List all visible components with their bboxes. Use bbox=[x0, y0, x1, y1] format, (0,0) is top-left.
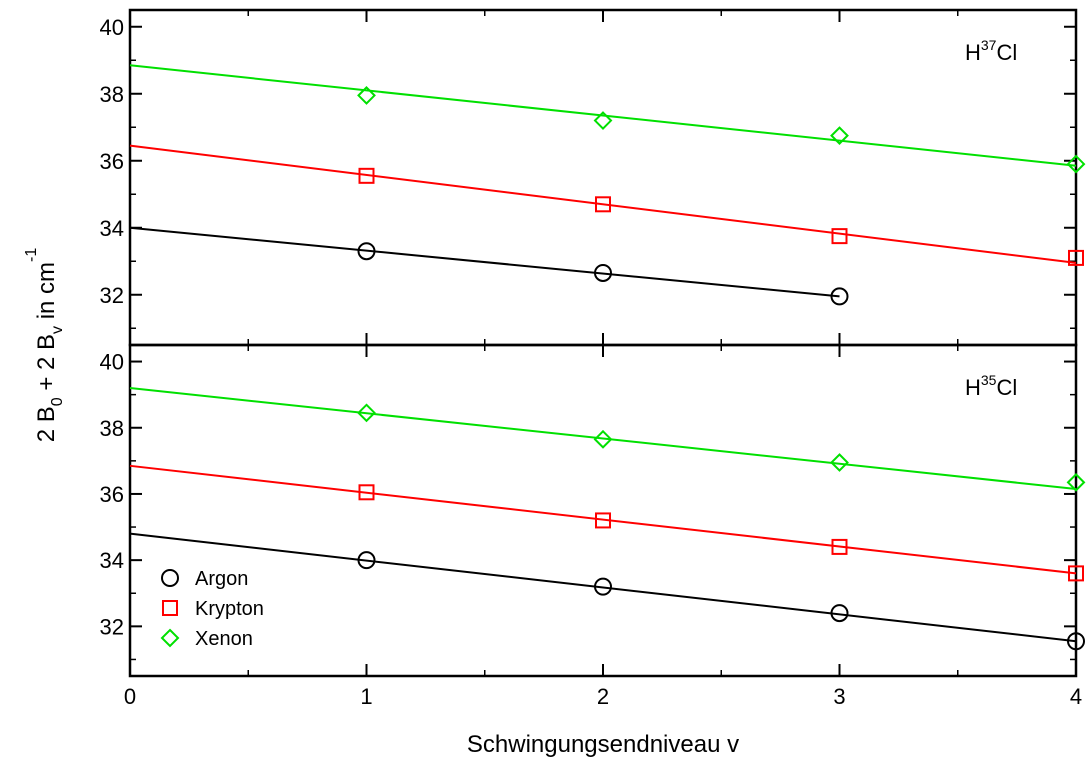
marker bbox=[593, 429, 613, 449]
fit-line bbox=[129, 64, 1077, 167]
legend-label: Argon bbox=[195, 568, 248, 590]
marker bbox=[595, 196, 611, 213]
fit-line bbox=[129, 532, 1077, 643]
marker bbox=[830, 126, 849, 146]
fit-line bbox=[129, 464, 1077, 575]
annotation-part: 37 bbox=[981, 37, 997, 53]
y-axis-label: 2 B0 + 2 Bv in cm-1 bbox=[23, 248, 66, 443]
marker bbox=[357, 242, 376, 261]
marker bbox=[358, 167, 375, 184]
legend-marker bbox=[161, 569, 179, 587]
marker bbox=[595, 512, 611, 529]
y-tick-label: 36 bbox=[100, 482, 124, 507]
annotation-part: 35 bbox=[981, 372, 997, 388]
y-label-part: 2 B bbox=[33, 406, 60, 442]
legend-label: Xenon bbox=[195, 628, 253, 650]
plot-frame bbox=[128, 8, 1078, 347]
marker bbox=[1067, 632, 1085, 651]
annotation-part: H bbox=[965, 40, 981, 65]
x-tick-label: 2 bbox=[597, 684, 609, 709]
y-tick-label: 38 bbox=[100, 82, 124, 107]
marker bbox=[357, 551, 376, 570]
marker bbox=[831, 228, 848, 245]
y-label-part: -1 bbox=[23, 248, 40, 262]
marker bbox=[1066, 154, 1086, 174]
y-label-part: in cm bbox=[33, 262, 60, 326]
fit-line bbox=[129, 144, 1077, 264]
annotation: H37Cl bbox=[965, 37, 1017, 65]
annotation-part: Cl bbox=[996, 375, 1017, 400]
legend-marker bbox=[162, 600, 178, 616]
fit-line bbox=[129, 387, 1077, 490]
marker bbox=[830, 453, 849, 472]
marker bbox=[357, 403, 376, 423]
marker bbox=[594, 577, 612, 596]
marker bbox=[1068, 565, 1084, 582]
y-tick-label: 40 bbox=[100, 350, 124, 375]
plot-frame bbox=[128, 343, 1078, 678]
y-tick-label: 34 bbox=[100, 216, 124, 241]
y-tick-label: 38 bbox=[100, 416, 124, 441]
x-tick-label: 4 bbox=[1070, 684, 1082, 709]
marker bbox=[594, 263, 612, 282]
annotation-part: H bbox=[965, 375, 981, 400]
marker bbox=[1068, 249, 1084, 266]
marker bbox=[593, 111, 613, 130]
y-tick-label: 34 bbox=[100, 548, 124, 573]
legend-label: Krypton bbox=[195, 598, 264, 620]
marker bbox=[830, 604, 849, 623]
marker bbox=[830, 287, 849, 306]
fit-line bbox=[129, 226, 840, 298]
legend-marker bbox=[160, 628, 180, 648]
marker bbox=[357, 86, 376, 105]
y-label-part: v bbox=[49, 326, 66, 334]
y-tick-label: 40 bbox=[100, 15, 124, 40]
y-tick-label: 32 bbox=[100, 283, 124, 308]
x-tick-label: 1 bbox=[360, 684, 372, 709]
annotation-part: Cl bbox=[996, 40, 1017, 65]
x-tick-label: 0 bbox=[124, 684, 136, 709]
y-label-part: 0 bbox=[49, 397, 66, 406]
y-tick-label: 36 bbox=[100, 149, 124, 174]
marker bbox=[358, 484, 375, 501]
x-axis-label: Schwingungsendniveau v bbox=[467, 731, 739, 758]
x-tick-label: 3 bbox=[833, 684, 845, 709]
annotation: H35Cl bbox=[965, 372, 1017, 400]
marker bbox=[1066, 472, 1086, 492]
y-tick-label: 32 bbox=[100, 614, 124, 639]
y-label-part: + 2 B bbox=[33, 334, 60, 397]
marker bbox=[831, 538, 848, 555]
